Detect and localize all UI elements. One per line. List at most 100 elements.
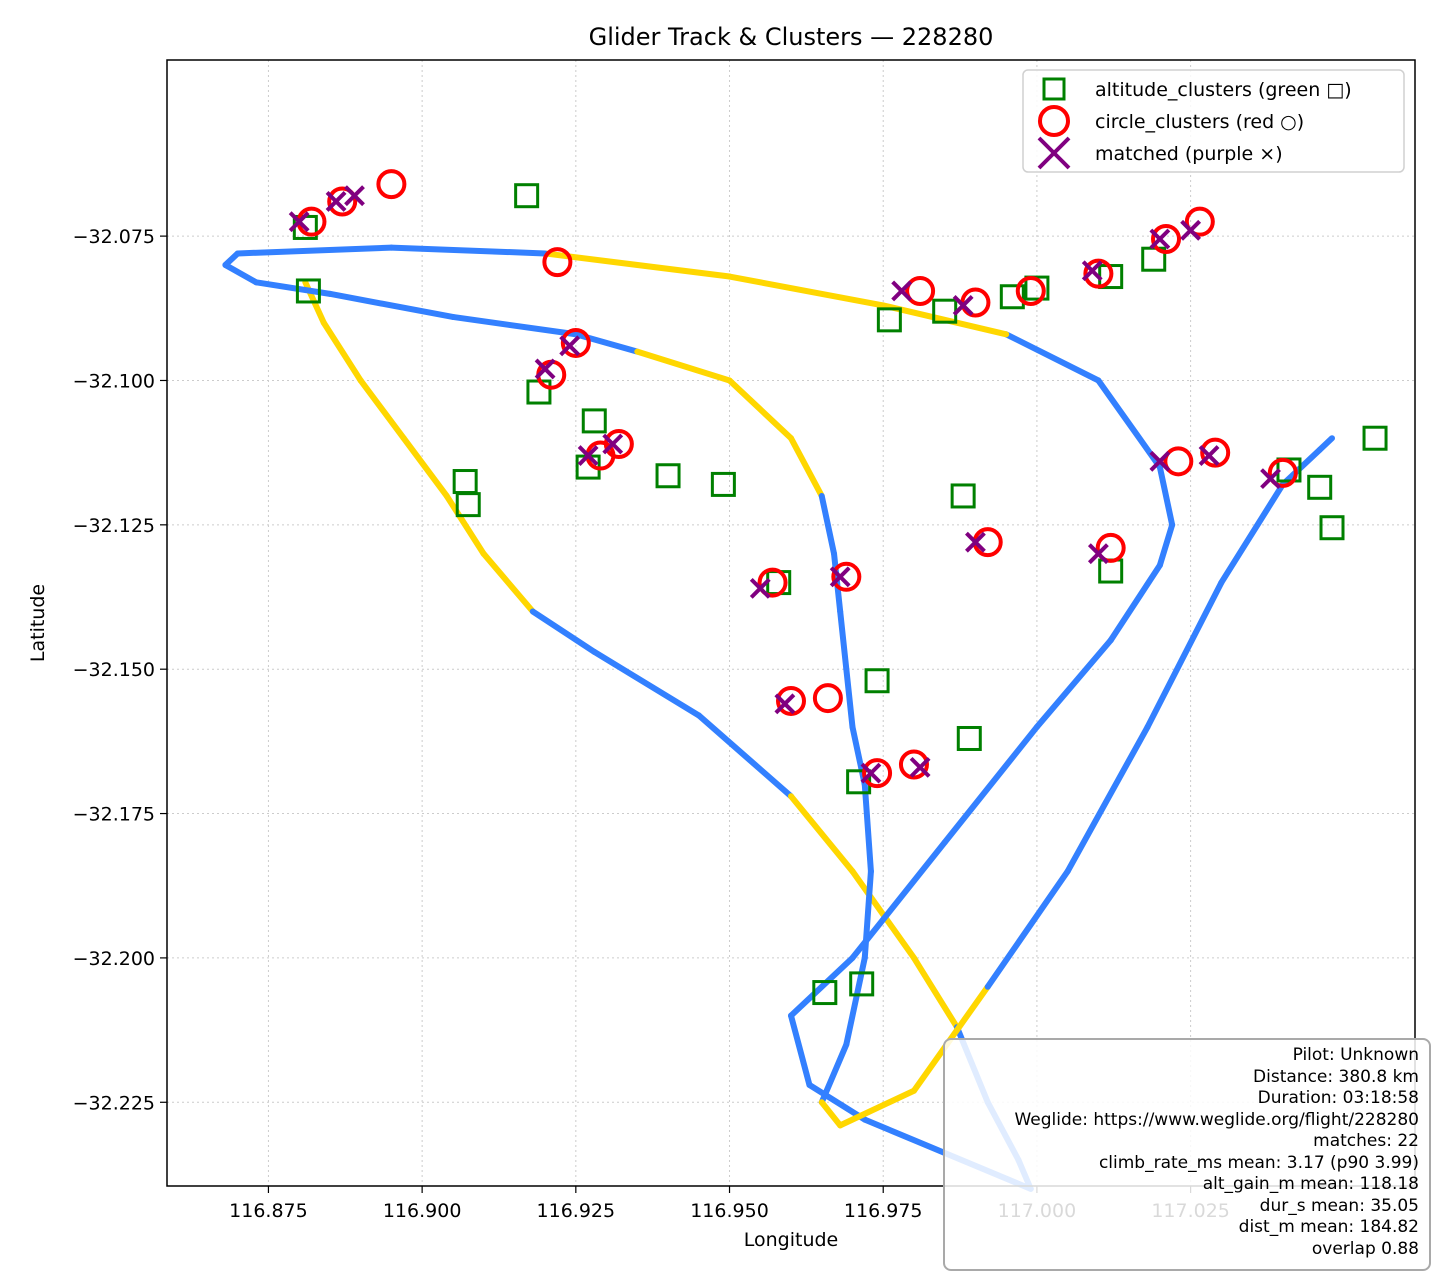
matched-marker bbox=[1149, 450, 1171, 472]
y-tick-label: −32.200 bbox=[73, 948, 155, 970]
track-segment bbox=[880, 302, 1010, 338]
matched-marker bbox=[1260, 468, 1281, 490]
info-climb-rate: climb_rate_ms mean: 3.17 (p90 3.99) bbox=[1098, 1152, 1419, 1173]
matched-marker bbox=[559, 335, 581, 357]
circle-cluster-marker bbox=[1267, 457, 1298, 488]
track-segment bbox=[861, 781, 874, 875]
x-tick-label: 116.950 bbox=[690, 1200, 769, 1222]
circle-cluster-marker bbox=[1151, 224, 1182, 255]
matched-marker bbox=[325, 191, 347, 212]
altitude-cluster-marker bbox=[514, 183, 540, 209]
info-duration: Duration: 03:18:58 bbox=[1257, 1088, 1419, 1108]
info-overlap: overlap 0.88 bbox=[1311, 1238, 1419, 1259]
circle-cluster-marker bbox=[812, 683, 843, 714]
track-segment bbox=[1064, 723, 1151, 875]
track-segment bbox=[1003, 331, 1102, 384]
flight-info-box: Pilot: Unknown Distance: 380.8 km Durati… bbox=[943, 1038, 1431, 1271]
matched-marker bbox=[344, 185, 365, 207]
track-segment bbox=[818, 1099, 844, 1129]
altitude-cluster-marker bbox=[999, 284, 1025, 310]
altitude-cluster-marker bbox=[1362, 425, 1388, 451]
info-matches: matches: 22 bbox=[1313, 1131, 1419, 1151]
circle-cluster-marker bbox=[1015, 275, 1046, 306]
altitude-cluster-marker bbox=[1024, 275, 1050, 301]
matched-marker bbox=[1149, 228, 1171, 250]
track-segment bbox=[357, 377, 407, 442]
circle-cluster-marker bbox=[327, 186, 358, 217]
altitude-cluster-marker bbox=[581, 408, 607, 434]
x-ticks: 116.875116.900116.925116.950116.975117.0… bbox=[229, 1186, 1230, 1222]
circle-cluster-marker bbox=[776, 685, 806, 716]
altitude-cluster-marker bbox=[710, 471, 736, 497]
track-segment bbox=[326, 290, 456, 320]
legend-circle-icon bbox=[1038, 105, 1070, 137]
circle-cluster-marker bbox=[1083, 258, 1114, 289]
track-segment bbox=[837, 608, 850, 673]
matched-marker bbox=[534, 358, 556, 380]
altitude-cluster-marker bbox=[455, 492, 481, 518]
legend-x-icon bbox=[1037, 136, 1071, 170]
altitude-cluster-marker bbox=[655, 463, 681, 489]
track-segment bbox=[818, 1041, 850, 1106]
track-segment bbox=[837, 1087, 917, 1129]
matched-marker bbox=[1081, 260, 1103, 282]
circle-cluster-marker bbox=[757, 567, 788, 598]
x-tick-label: 116.900 bbox=[383, 1200, 462, 1222]
circle-cluster-marker bbox=[542, 247, 573, 278]
track-segment bbox=[1156, 464, 1176, 528]
circle-cluster-marker bbox=[898, 749, 929, 780]
info-distance: Distance: 380.8 km bbox=[1253, 1066, 1419, 1087]
track-segment bbox=[818, 492, 838, 557]
matched-marker bbox=[1087, 543, 1109, 565]
circle-cluster-marker bbox=[560, 327, 591, 358]
altitude-cluster-marker bbox=[950, 483, 976, 509]
matched-marker bbox=[891, 280, 913, 302]
matched-marker bbox=[909, 756, 931, 778]
track-segment bbox=[695, 712, 794, 800]
track-segment bbox=[843, 666, 856, 730]
circle-cluster-marker bbox=[1095, 532, 1126, 563]
info-pilot: Pilot: Unknown bbox=[1292, 1045, 1419, 1065]
track-segment bbox=[788, 793, 856, 875]
track-segment bbox=[400, 435, 450, 499]
y-tick-label: −32.075 bbox=[73, 226, 155, 248]
y-tick-label: −32.150 bbox=[73, 659, 155, 681]
info-dur: dur_s mean: 35.05 bbox=[1259, 1195, 1419, 1216]
track-segment bbox=[910, 954, 960, 1031]
circle-cluster-marker bbox=[1200, 437, 1231, 468]
circle-cluster-marker bbox=[831, 561, 862, 592]
x-tick-label: 116.875 bbox=[229, 1200, 308, 1222]
altitude-cluster-marker bbox=[1319, 515, 1345, 541]
altitude-cluster-marker bbox=[812, 980, 838, 1006]
track-segment bbox=[253, 279, 333, 297]
matched-marker bbox=[774, 693, 796, 715]
altitude-cluster-marker bbox=[295, 278, 321, 304]
legend-box bbox=[1022, 69, 1405, 173]
matched-marker bbox=[1198, 445, 1220, 466]
altitude-cluster-marker bbox=[956, 725, 982, 751]
info-weglide-link[interactable]: Weglide: https://www.weglide.org/flight/… bbox=[1014, 1109, 1419, 1130]
legend-label-matched: matched (purple ×) bbox=[1095, 143, 1283, 165]
circle-cluster-marker bbox=[1184, 206, 1215, 237]
track-segment bbox=[222, 261, 260, 286]
circle-cluster-marker bbox=[603, 428, 634, 459]
circle-cluster-marker bbox=[905, 275, 936, 306]
y-ticks: −32.075 −32.100 −32.125 −32.150 −32.175 −32.2… bbox=[73, 226, 167, 1114]
track-segment bbox=[1107, 562, 1163, 644]
circle-cluster-marker bbox=[376, 169, 407, 200]
x-axis-label: Longitude bbox=[744, 1229, 839, 1251]
track-segment bbox=[788, 435, 825, 499]
matched-marker bbox=[288, 211, 310, 233]
track-segment bbox=[388, 244, 549, 257]
info-dist: dist_m mean: 184.82 bbox=[1238, 1217, 1419, 1237]
altitude-cluster-marker bbox=[864, 668, 890, 694]
circle-cluster-layer bbox=[296, 169, 1298, 789]
track-segment bbox=[941, 723, 1040, 846]
matched-marker bbox=[602, 433, 624, 455]
matched-layer bbox=[288, 185, 1281, 784]
track-segment bbox=[1144, 579, 1225, 730]
track-segment bbox=[1095, 377, 1163, 471]
altitude-cluster-marker bbox=[1307, 474, 1333, 500]
matched-marker bbox=[749, 577, 771, 599]
matched-marker bbox=[1180, 219, 1202, 241]
